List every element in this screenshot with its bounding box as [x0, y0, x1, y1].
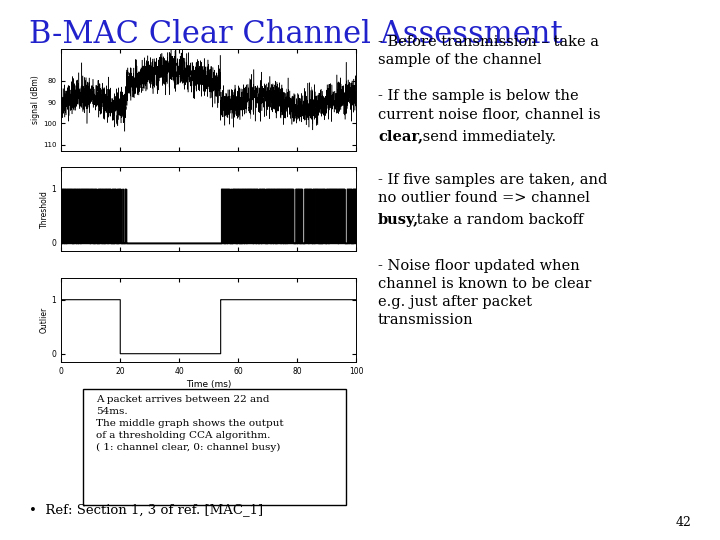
- Y-axis label: Outlier: Outlier: [40, 307, 49, 333]
- Text: - Before transmission – take a
sample of the channel: - Before transmission – take a sample of…: [378, 35, 599, 67]
- Text: clear,: clear,: [378, 130, 423, 144]
- Text: A packet arrives between 22 and
54ms.
The middle graph shows the output
of a thr: A packet arrives between 22 and 54ms. Th…: [96, 395, 284, 453]
- Text: - Noise floor updated when
channel is known to be clear
e.g. just after packet
t: - Noise floor updated when channel is kn…: [378, 259, 591, 327]
- Text: send immediately.: send immediately.: [418, 130, 556, 144]
- Text: - If the sample is below the
current noise floor, channel is: - If the sample is below the current noi…: [378, 89, 600, 121]
- Text: - If five samples are taken, and
no outlier found => channel: - If five samples are taken, and no outl…: [378, 173, 608, 205]
- X-axis label: Time (ms): Time (ms): [186, 380, 232, 389]
- Y-axis label: Threshold: Threshold: [40, 190, 49, 228]
- Text: •  Ref: Section 1, 3 of ref. [MAC_1]: • Ref: Section 1, 3 of ref. [MAC_1]: [29, 503, 263, 516]
- Y-axis label: signal (dBm): signal (dBm): [31, 76, 40, 124]
- Text: 42: 42: [675, 516, 691, 529]
- Text: busy,: busy,: [378, 213, 419, 227]
- Text: take a random backoff: take a random backoff: [412, 213, 583, 227]
- Text: B-MAC Clear Channel Assessment: B-MAC Clear Channel Assessment: [29, 19, 562, 50]
